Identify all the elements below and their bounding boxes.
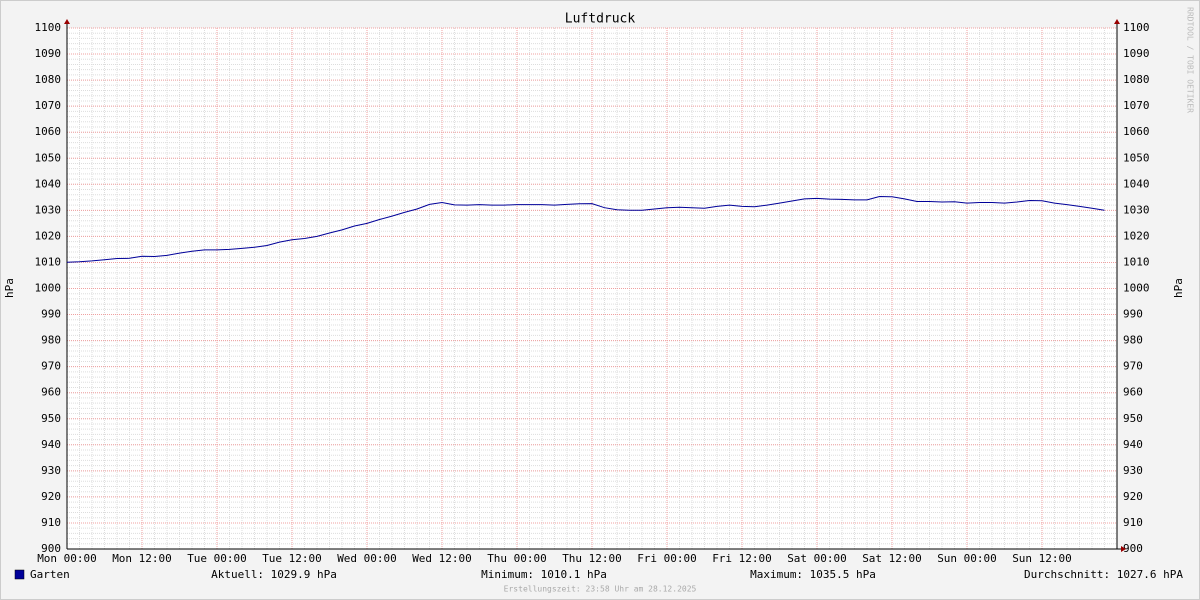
y2-tick-label: 1040 (1123, 177, 1150, 190)
y-tick-label: 950 (41, 412, 61, 425)
legend-stat: Maximum: 1035.5 hPa (750, 568, 876, 581)
y-tick-label: 920 (41, 490, 61, 503)
y2-tick-label: 1060 (1123, 125, 1150, 138)
watermark: RRDTOOL / TOBI OETIKER (1186, 7, 1195, 113)
y2-tick-label: 1020 (1123, 229, 1150, 242)
y2-tick-label: 1070 (1123, 99, 1150, 112)
y-tick-label: 970 (41, 360, 61, 373)
y2-tick-label: 960 (1123, 386, 1143, 399)
y2-tick-label: 950 (1123, 412, 1143, 425)
x-tick-label: Thu 00:00 (487, 552, 547, 565)
y-axis-label: hPa (3, 278, 16, 298)
y-tick-label: 1040 (35, 177, 62, 190)
axis-arrow (1114, 19, 1120, 24)
y-tick-label: 1090 (35, 47, 62, 60)
y2-tick-label: 1030 (1123, 203, 1150, 216)
y2-tick-label: 1050 (1123, 151, 1150, 164)
y2-tick-label: 900 (1123, 542, 1143, 555)
x-tick-label: Wed 00:00 (337, 552, 397, 565)
x-tick-label: Sun 00:00 (937, 552, 997, 565)
y2-tick-label: 1080 (1123, 73, 1150, 86)
y2-tick-label: 930 (1123, 464, 1143, 477)
y-tick-label: 1070 (35, 99, 62, 112)
x-tick-label: Sat 00:00 (787, 552, 847, 565)
y-tick-label: 980 (41, 334, 61, 347)
x-tick-label: Sun 12:00 (1012, 552, 1072, 565)
y2-tick-label: 1100 (1123, 21, 1150, 34)
y-tick-label: 910 (41, 516, 61, 529)
x-tick-label: Mon 00:00 (37, 552, 97, 565)
axis-arrow (64, 19, 70, 24)
y-tick-label: 1000 (35, 282, 62, 295)
y-tick-label: 1080 (35, 73, 62, 86)
legend-stat: Aktuell: 1029.9 hPa (211, 568, 337, 581)
y-tick-label: 1020 (35, 229, 62, 242)
y-tick-label: 1010 (35, 255, 62, 268)
footer: Erstellungszeit: 23:58 Uhr am 28.12.2025 (504, 585, 697, 594)
y-tick-label: 1060 (35, 125, 62, 138)
legend-stat: Durchschnitt: 1027.6 hPA (1024, 568, 1183, 581)
x-tick-label: Wed 12:00 (412, 552, 472, 565)
y2-tick-label: 1000 (1123, 282, 1150, 295)
y-tick-label: 900 (41, 542, 61, 555)
y-tick-label: 930 (41, 464, 61, 477)
y2-tick-label: 1010 (1123, 255, 1150, 268)
y-tick-label: 1050 (35, 151, 62, 164)
x-tick-label: Mon 12:00 (112, 552, 172, 565)
y2-tick-label: 920 (1123, 490, 1143, 503)
legend-label: Garten (30, 568, 70, 581)
y2-tick-label: 1090 (1123, 47, 1150, 60)
legend-swatch (14, 569, 25, 580)
chart-title: Luftdruck (565, 12, 636, 27)
x-tick-label: Thu 12:00 (562, 552, 622, 565)
y-tick-label: 960 (41, 386, 61, 399)
y2-tick-label: 910 (1123, 516, 1143, 529)
y2-tick-label: 990 (1123, 308, 1143, 321)
y2-axis-label: hPa (1172, 278, 1185, 298)
y2-tick-label: 940 (1123, 438, 1143, 451)
legend-stat: Minimum: 1010.1 hPa (481, 568, 607, 581)
y-tick-label: 940 (41, 438, 61, 451)
line (66, 195, 1105, 263)
y2-tick-label: 970 (1123, 360, 1143, 373)
x-tick-label: Tue 12:00 (262, 552, 322, 565)
x-tick-label: Sat 12:00 (862, 552, 922, 565)
y-tick-label: 1030 (35, 203, 62, 216)
axis-arrow (1121, 546, 1126, 552)
y-tick-label: 1100 (35, 21, 62, 34)
x-tick-label: Fri 12:00 (712, 552, 772, 565)
x-tick-label: Tue 00:00 (187, 552, 247, 565)
y-tick-label: 990 (41, 308, 61, 321)
x-tick-label: Fri 00:00 (637, 552, 697, 565)
y2-tick-label: 980 (1123, 334, 1143, 347)
